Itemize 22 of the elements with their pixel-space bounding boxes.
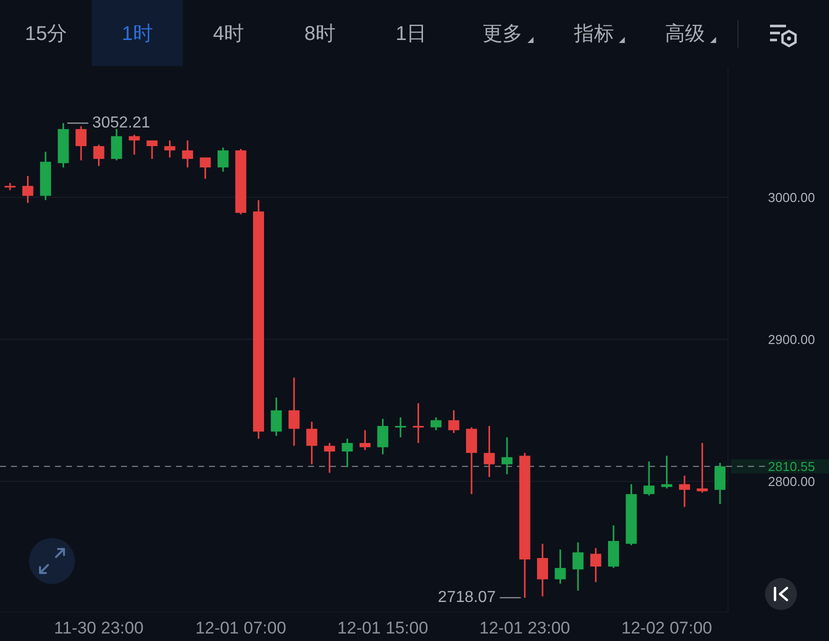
text: 8时 xyxy=(304,23,336,45)
y-tick-label: 3000.00 xyxy=(768,190,815,205)
x-tick-label: 12-01 15:00 xyxy=(337,618,428,638)
annotation: 2718.07 xyxy=(438,589,496,606)
y-tick-label: 2900.00 xyxy=(768,332,815,347)
y-tick-label: 2800.00 xyxy=(768,474,815,489)
x-tick-label: 12-01 07:00 xyxy=(195,618,286,638)
annotation-high: 3052.21 xyxy=(67,114,150,132)
text: 指标 xyxy=(572,23,614,45)
x-tick-label: 12-02 07:00 xyxy=(621,618,712,638)
ref-line: 2810.55 xyxy=(0,458,829,474)
x-tick-label: 11-30 23:00 xyxy=(54,618,144,638)
text: 更多 xyxy=(482,23,522,45)
annotation: 3052.21 xyxy=(92,114,150,132)
text: 15分 xyxy=(24,23,68,45)
text: 高级 xyxy=(665,22,706,45)
text: 1时 xyxy=(122,23,153,45)
ref-line-label: 2810.55 xyxy=(768,458,815,474)
text: 4时 xyxy=(213,23,244,45)
text: 1日 xyxy=(396,23,427,45)
x-tick-label: 12-01 23:00 xyxy=(479,618,570,638)
annotation-low: 2718.07 xyxy=(438,589,521,606)
